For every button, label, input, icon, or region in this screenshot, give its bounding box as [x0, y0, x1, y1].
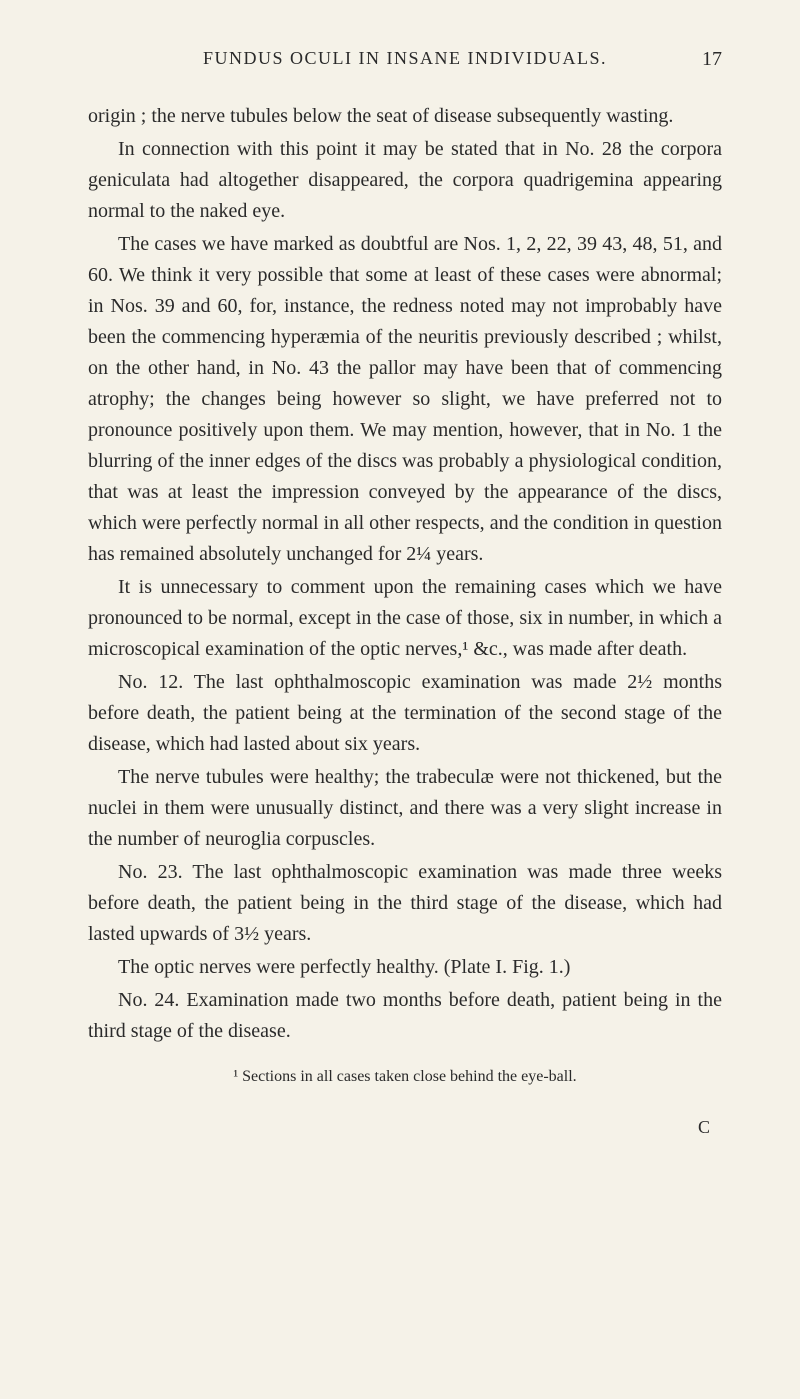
paragraph-7: No. 23. The last ophthalmoscopic examina…: [88, 857, 722, 950]
paragraph-8: The optic nerves were perfectly healthy.…: [88, 952, 722, 983]
page-number: 17: [702, 48, 722, 71]
footnote: ¹ Sections in all cases taken close behi…: [88, 1065, 722, 1090]
paragraph-6: The nerve tubules were healthy; the trab…: [88, 762, 722, 855]
paragraph-3: The cases we have marked as doubtful are…: [88, 229, 722, 570]
body-content: origin ; the nerve tubules below the sea…: [88, 101, 722, 1142]
paragraph-2: In connection with this point it may be …: [88, 134, 722, 227]
header-title: FUNDUS OCULI IN INSANE INDIVIDUALS.: [88, 48, 722, 69]
paragraph-4: It is unnecessary to comment upon the re…: [88, 572, 722, 665]
paragraph-5: No. 12. The last ophthalmoscopic examina…: [88, 667, 722, 760]
paragraph-1: origin ; the nerve tubules below the sea…: [88, 101, 722, 132]
page-header: FUNDUS OCULI IN INSANE INDIVIDUALS. 17: [88, 48, 722, 69]
paragraph-9: No. 24. Examination made two months befo…: [88, 985, 722, 1047]
signature-mark: C: [88, 1114, 722, 1142]
